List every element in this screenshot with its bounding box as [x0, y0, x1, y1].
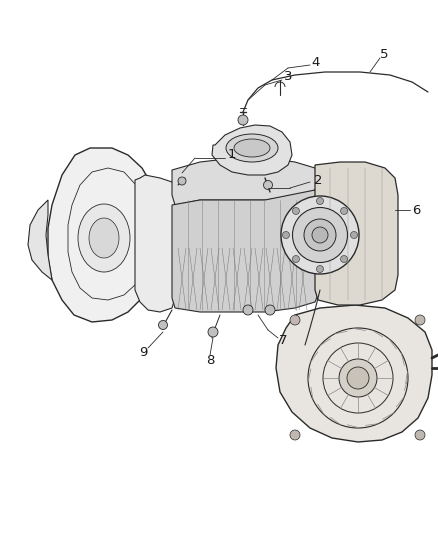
Polygon shape: [212, 125, 292, 175]
Text: 3: 3: [284, 70, 292, 84]
Ellipse shape: [226, 134, 278, 162]
Ellipse shape: [264, 181, 272, 190]
Polygon shape: [276, 305, 432, 442]
Ellipse shape: [317, 198, 324, 205]
Ellipse shape: [340, 255, 347, 263]
Polygon shape: [315, 162, 398, 305]
Ellipse shape: [208, 327, 218, 337]
Ellipse shape: [293, 207, 300, 214]
Ellipse shape: [290, 430, 300, 440]
Ellipse shape: [283, 231, 290, 238]
Text: 8: 8: [206, 353, 214, 367]
Ellipse shape: [159, 320, 167, 329]
Ellipse shape: [265, 305, 275, 315]
Ellipse shape: [293, 255, 300, 263]
Ellipse shape: [281, 196, 359, 274]
Polygon shape: [172, 158, 320, 205]
Ellipse shape: [415, 315, 425, 325]
Ellipse shape: [347, 367, 369, 389]
Ellipse shape: [78, 204, 130, 272]
Polygon shape: [135, 175, 175, 312]
Ellipse shape: [350, 231, 357, 238]
Polygon shape: [172, 190, 320, 312]
Ellipse shape: [339, 359, 377, 397]
Ellipse shape: [340, 207, 347, 214]
Ellipse shape: [178, 177, 186, 185]
Ellipse shape: [304, 219, 336, 251]
Text: 7: 7: [279, 334, 287, 346]
Text: 6: 6: [412, 204, 420, 216]
Ellipse shape: [238, 115, 248, 125]
Polygon shape: [28, 200, 52, 280]
Text: 1: 1: [228, 149, 236, 161]
Text: 5: 5: [380, 47, 388, 61]
Polygon shape: [48, 148, 160, 322]
Ellipse shape: [415, 430, 425, 440]
Ellipse shape: [89, 218, 119, 258]
Text: 2: 2: [314, 174, 322, 187]
Ellipse shape: [290, 315, 300, 325]
Text: 4: 4: [312, 55, 320, 69]
Ellipse shape: [317, 265, 324, 272]
Ellipse shape: [312, 227, 328, 243]
Text: 9: 9: [139, 346, 147, 359]
Ellipse shape: [243, 305, 253, 315]
Ellipse shape: [293, 207, 347, 262]
Ellipse shape: [234, 139, 270, 157]
